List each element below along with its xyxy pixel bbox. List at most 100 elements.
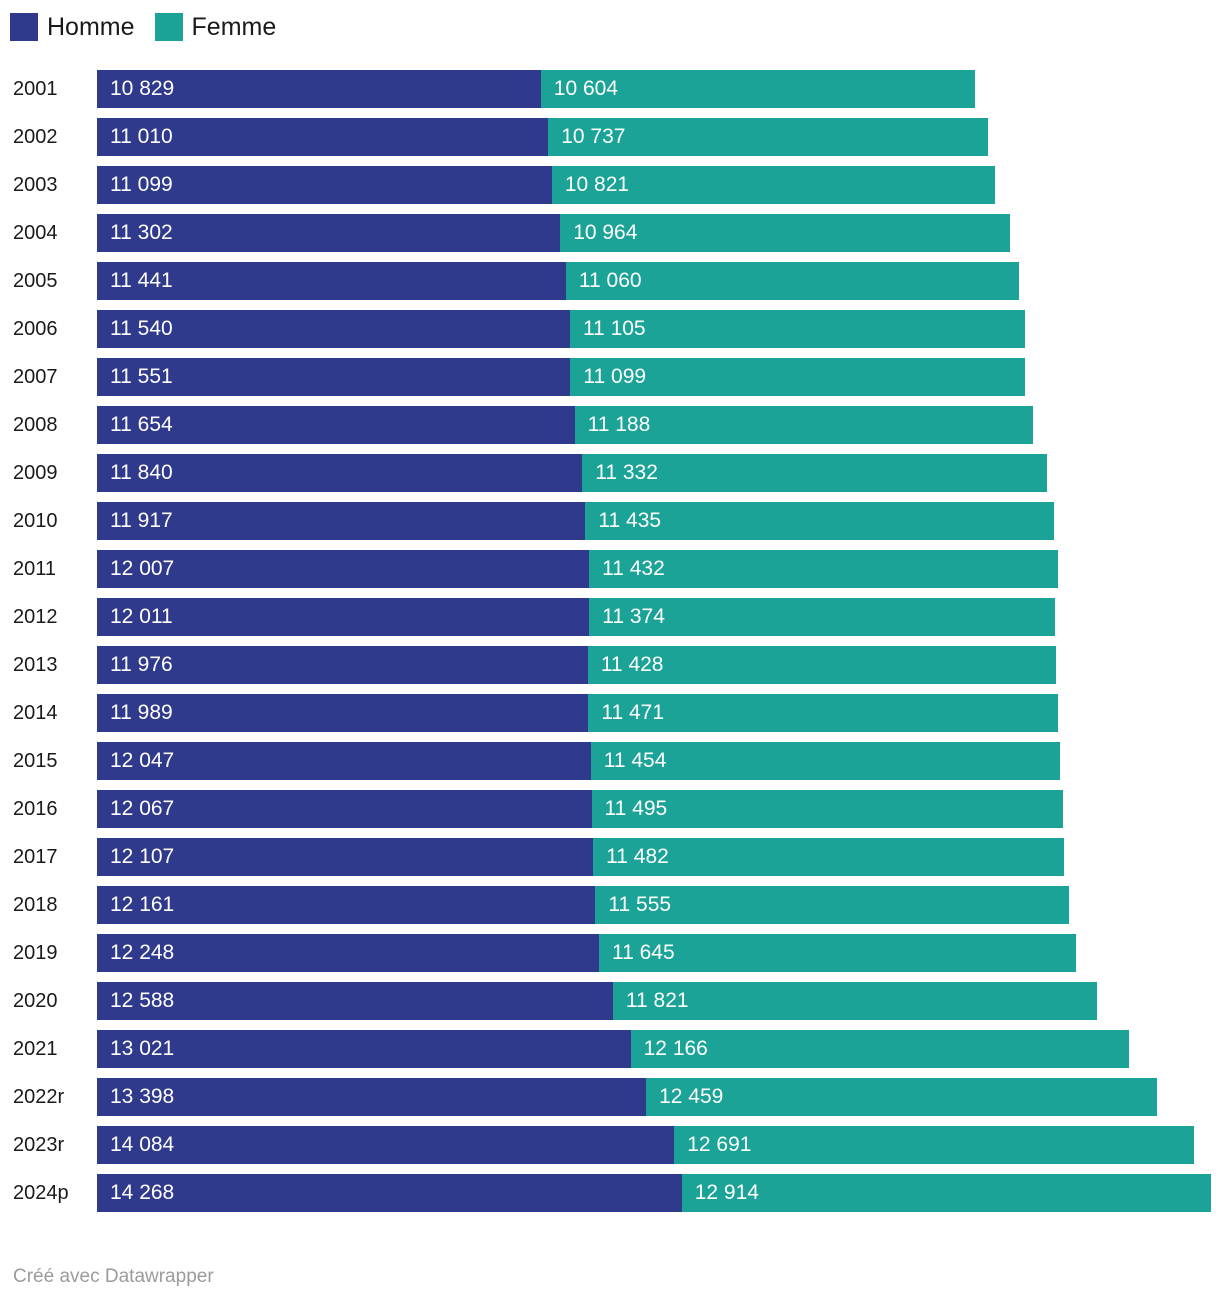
bar-segment-homme[interactable]: 11 917: [97, 502, 586, 540]
bar-segment-femme[interactable]: 10 737: [548, 118, 989, 156]
bar-row: 2009 11 840 11 332: [0, 454, 1220, 492]
value-label-homme: 11 654: [110, 413, 173, 436]
value-label-homme: 12 011: [110, 605, 173, 628]
bar-row: 2018 12 161 11 555: [0, 886, 1220, 924]
legend-item-homme[interactable]: Homme: [10, 13, 135, 41]
bar-segment-homme[interactable]: 14 084: [97, 1126, 675, 1164]
bar-segment-homme[interactable]: 11 441: [97, 262, 566, 300]
value-label-homme: 12 107: [110, 845, 175, 868]
year-label: 2001: [13, 77, 58, 100]
value-label-homme: 12 047: [110, 749, 175, 772]
bar-segment-homme[interactable]: 13 021: [97, 1030, 631, 1068]
bar-segment-femme[interactable]: 10 964: [560, 214, 1010, 252]
year-label: 2013: [13, 653, 58, 676]
bar-segment-femme[interactable]: 11 432: [589, 550, 1058, 588]
year-label: 2007: [13, 365, 58, 388]
bar-segment-femme[interactable]: 11 821: [612, 982, 1098, 1020]
stacked-bar: 12 588 11 821: [97, 982, 1211, 1020]
bar-row: 2005 11 441 11 060: [0, 262, 1220, 300]
bar-row: 2016 12 067 11 495: [0, 790, 1220, 828]
bar-segment-homme[interactable]: 11 540: [97, 310, 570, 348]
bar-segment-femme[interactable]: 11 435: [585, 502, 1055, 540]
legend-item-femme[interactable]: Femme: [154, 13, 276, 41]
stacked-bar: 10 829 10 604: [97, 70, 1211, 108]
bar-segment-homme[interactable]: 10 829: [97, 70, 541, 108]
bar-segment-femme[interactable]: 10 604: [540, 70, 976, 108]
year-label: 2024p: [13, 1181, 69, 1204]
bar-segment-femme[interactable]: 11 495: [591, 790, 1063, 828]
bar-segment-homme[interactable]: 12 067: [97, 790, 592, 828]
bar-segment-femme[interactable]: 11 105: [569, 310, 1026, 348]
legend-label-homme: Homme: [47, 13, 135, 41]
bar-segment-homme[interactable]: 11 976: [97, 646, 588, 684]
bar-segment-femme[interactable]: 12 166: [630, 1030, 1130, 1068]
bar-segment-homme[interactable]: 12 161: [97, 886, 596, 924]
bar-segment-homme[interactable]: 12 011: [97, 598, 590, 636]
value-label-femme: 11 454: [603, 749, 667, 772]
value-label-homme: 12 248: [110, 941, 175, 964]
stacked-bar: 11 302 10 964: [97, 214, 1211, 252]
stacked-bar: 12 047 11 454: [97, 742, 1211, 780]
bar-segment-homme[interactable]: 12 007: [97, 550, 590, 588]
value-label-femme: 11 432: [602, 557, 665, 580]
bar-segment-femme[interactable]: 11 428: [587, 646, 1057, 684]
bar-segment-homme[interactable]: 11 302: [97, 214, 561, 252]
value-label-femme: 11 482: [606, 845, 669, 868]
value-label-femme: 11 495: [604, 797, 668, 820]
bar-row: 2006 11 540 11 105: [0, 310, 1220, 348]
stacked-bar: 11 976 11 428: [97, 646, 1211, 684]
year-label: 2003: [13, 173, 58, 196]
bar-segment-femme[interactable]: 12 691: [674, 1126, 1195, 1164]
stacked-bar: 13 021 12 166: [97, 1030, 1211, 1068]
value-label-femme: 12 914: [694, 1181, 759, 1204]
value-label-femme: 11 555: [608, 893, 672, 916]
bar-segment-homme[interactable]: 12 588: [97, 982, 613, 1020]
bar-segment-femme[interactable]: 11 188: [574, 406, 1034, 444]
value-label-femme: 11 471: [601, 701, 664, 724]
stacked-bar: 11 540 11 105: [97, 310, 1211, 348]
bar-segment-femme[interactable]: 11 645: [598, 934, 1077, 972]
bar-segment-homme[interactable]: 12 248: [97, 934, 599, 972]
stacked-bar: 11 010 10 737: [97, 118, 1211, 156]
bar-segment-homme[interactable]: 13 398: [97, 1078, 647, 1116]
bar-segment-femme[interactable]: 11 471: [588, 694, 1059, 732]
datawrapper-credit-link[interactable]: Créé avec Datawrapper: [13, 1266, 214, 1287]
bar-segment-femme[interactable]: 11 332: [582, 454, 1047, 492]
bar-row: 2020 12 588 11 821: [0, 982, 1220, 1020]
value-label-femme: 11 428: [600, 653, 664, 676]
bar-segment-homme[interactable]: 11 989: [97, 694, 589, 732]
value-label-homme: 11 840: [110, 461, 173, 484]
bar-segment-femme[interactable]: 11 482: [593, 838, 1064, 876]
bar-row: 2014 11 989 11 471: [0, 694, 1220, 732]
bar-segment-homme[interactable]: 14 268: [97, 1174, 682, 1212]
bar-segment-femme[interactable]: 12 459: [646, 1078, 1157, 1116]
bar-segment-femme[interactable]: 12 914: [681, 1174, 1211, 1212]
year-label: 2023r: [13, 1133, 65, 1156]
bar-segment-homme[interactable]: 11 010: [97, 118, 549, 156]
bar-segment-femme[interactable]: 11 374: [589, 598, 1056, 636]
year-label: 2010: [13, 509, 58, 532]
year-label: 2015: [13, 749, 58, 772]
value-label-femme: 11 188: [587, 413, 651, 436]
value-label-femme: 11 060: [578, 269, 642, 292]
value-label-homme: 11 540: [110, 317, 173, 340]
bar-segment-homme[interactable]: 11 099: [97, 166, 552, 204]
year-label: 2021: [13, 1037, 58, 1060]
value-label-homme: 12 007: [110, 557, 175, 580]
bar-segment-femme[interactable]: 10 821: [551, 166, 996, 204]
stacked-bar: 12 007 11 432: [97, 550, 1211, 588]
value-label-femme: 12 459: [659, 1085, 724, 1108]
stacked-bar: 12 161 11 555: [97, 886, 1211, 924]
bar-segment-femme[interactable]: 11 099: [570, 358, 1026, 396]
bar-segment-femme[interactable]: 11 060: [565, 262, 1020, 300]
bar-segment-homme[interactable]: 11 840: [97, 454, 583, 492]
bar-segment-femme[interactable]: 11 454: [590, 742, 1061, 780]
bar-segment-homme[interactable]: 11 654: [97, 406, 575, 444]
bar-segment-homme[interactable]: 11 551: [97, 358, 571, 396]
stacked-bar: 12 107 11 482: [97, 838, 1211, 876]
bar-segment-femme[interactable]: 11 555: [595, 886, 1069, 924]
bar-segment-homme[interactable]: 12 107: [97, 838, 594, 876]
value-label-femme: 10 737: [561, 125, 626, 148]
bar-segment-homme[interactable]: 12 047: [97, 742, 591, 780]
